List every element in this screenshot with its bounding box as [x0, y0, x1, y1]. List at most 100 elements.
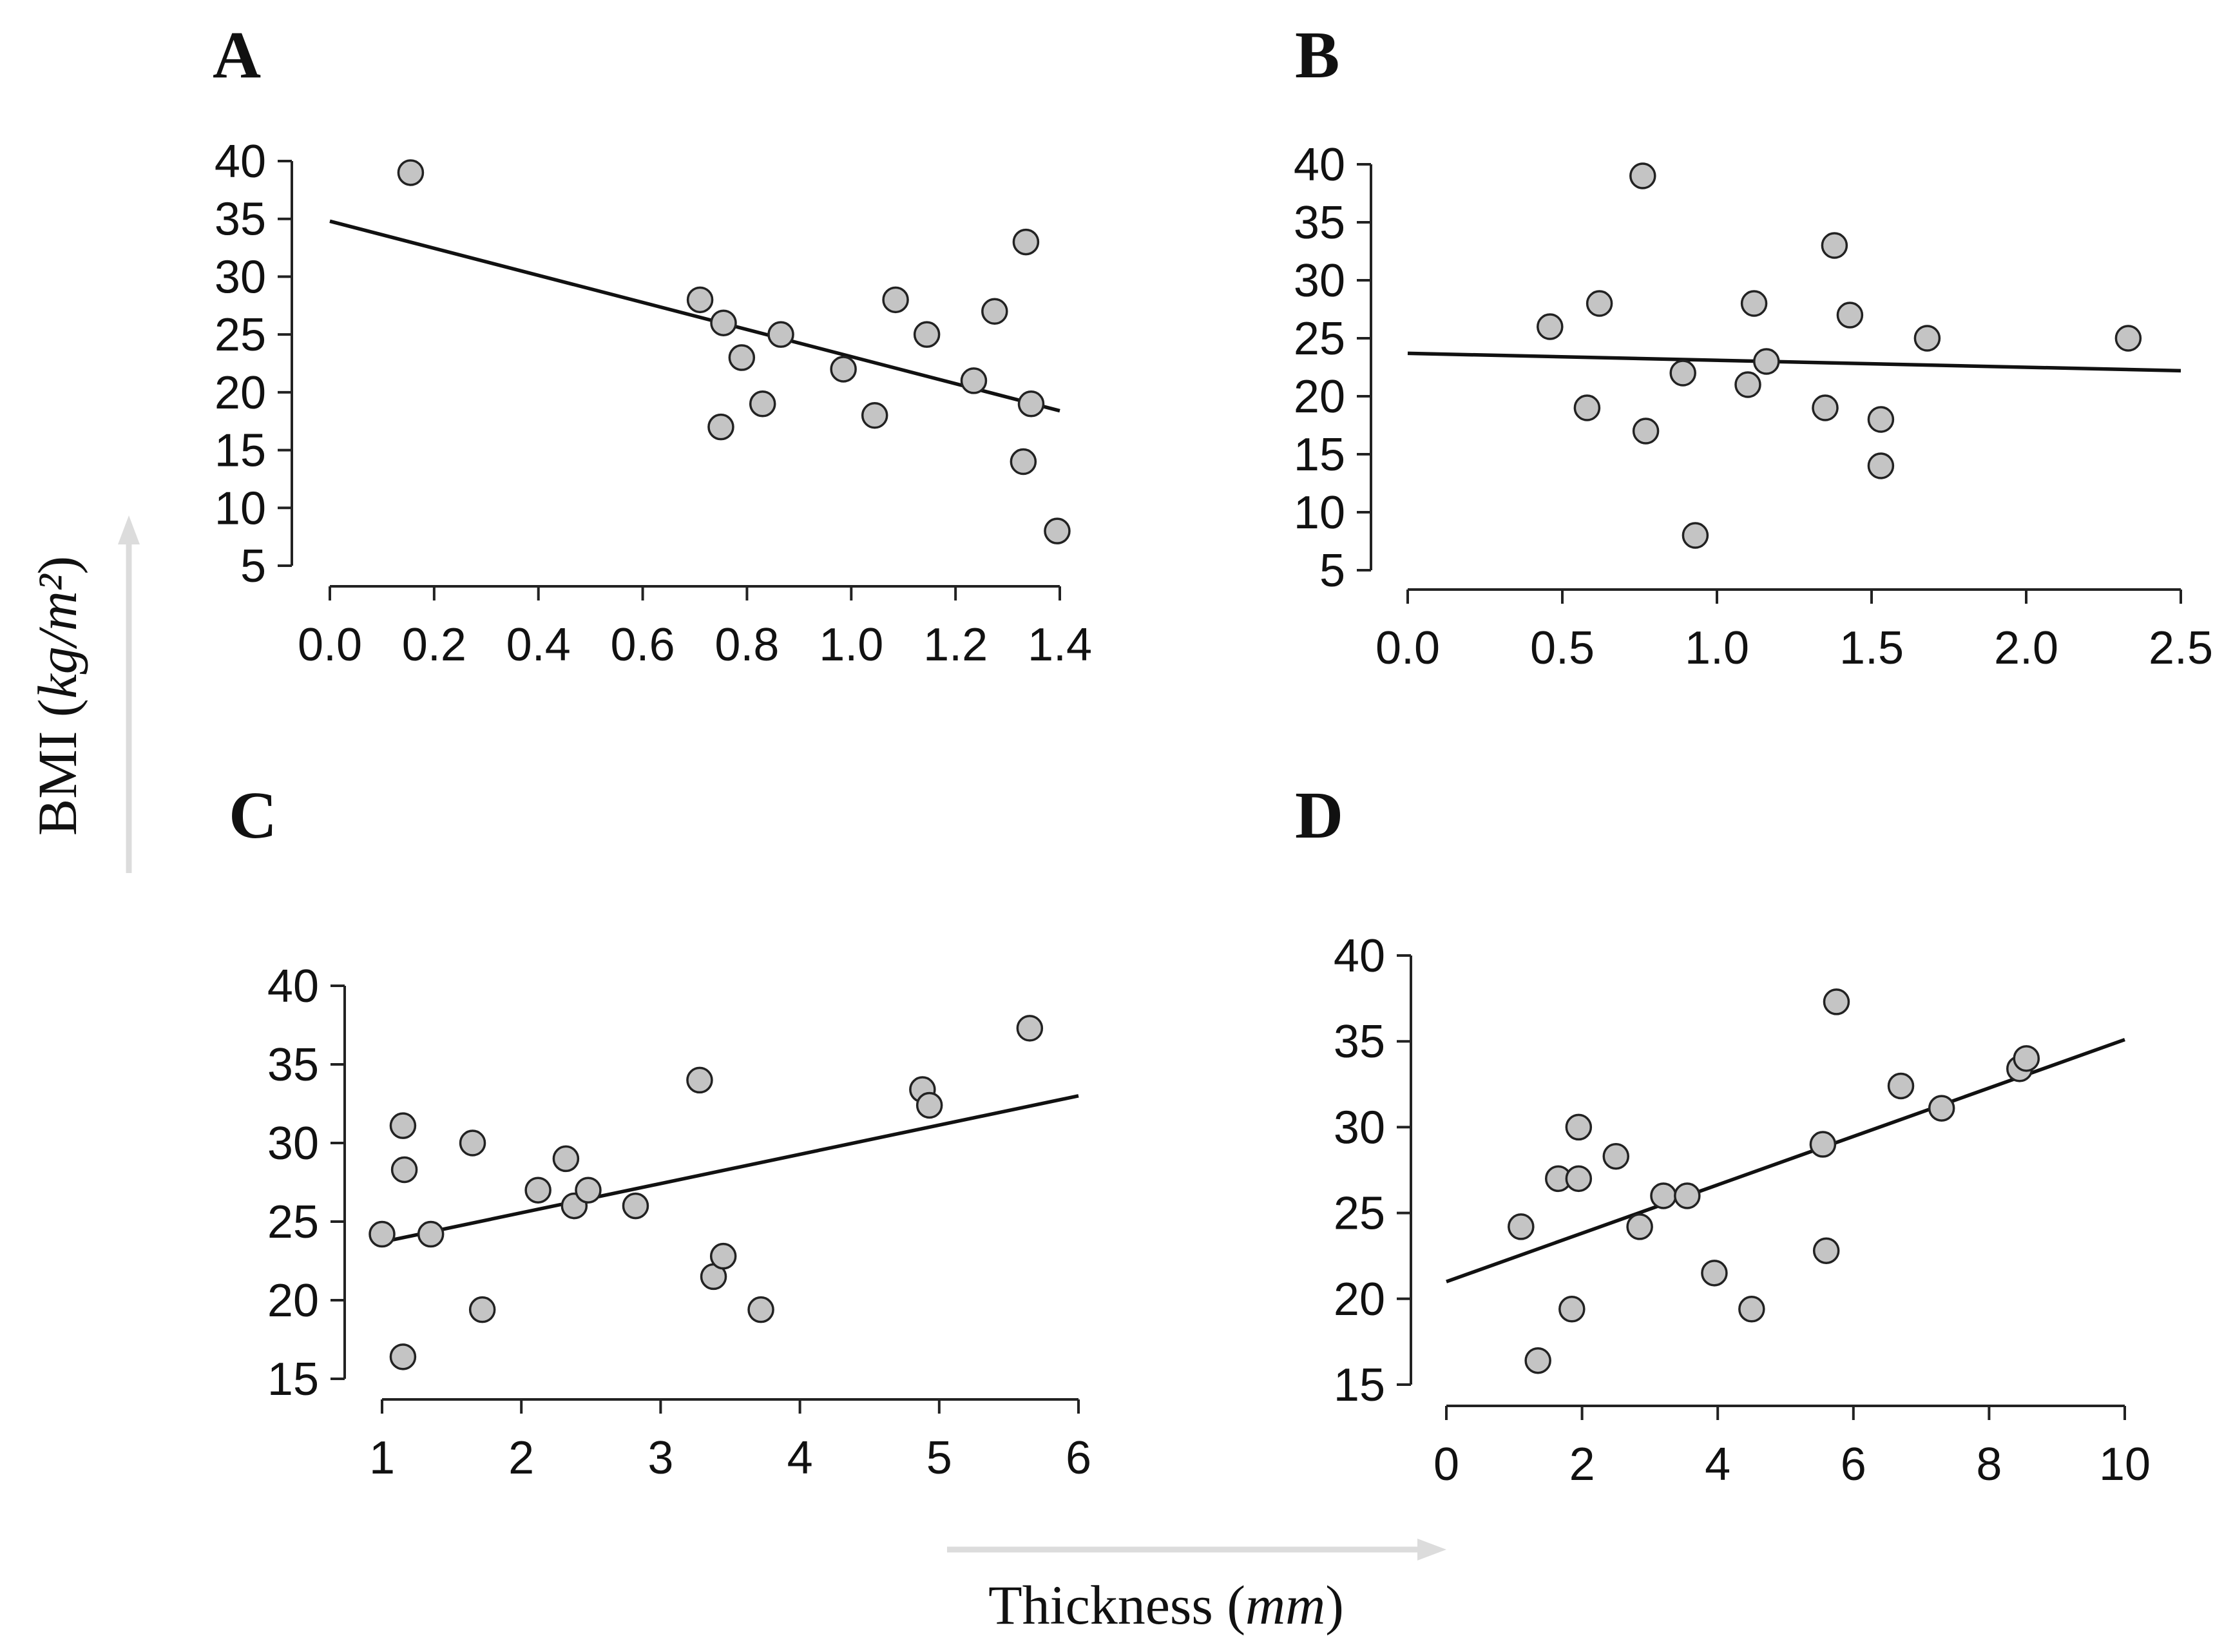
data-point: [389, 1343, 417, 1370]
data-point: [397, 159, 425, 186]
panel-letter: D: [1295, 778, 1343, 852]
data-point: [575, 1177, 602, 1204]
panel-letter: A: [213, 18, 261, 92]
x-tick-label: 8: [1976, 1439, 2002, 1490]
data-point: [767, 321, 794, 348]
data-point: [830, 356, 857, 383]
y-tick-label: 15: [1334, 1359, 1385, 1411]
data-point: [1734, 371, 1761, 398]
data-point: [524, 1177, 551, 1204]
y-tick-label: 35: [1334, 1016, 1385, 1068]
y-tick-label: 30: [1334, 1102, 1385, 1153]
x-tick-label: 1.0: [1685, 622, 1749, 674]
x-tick-label: 1.4: [1028, 619, 1092, 671]
data-point: [1821, 232, 1848, 259]
data-point: [552, 1145, 580, 1173]
data-point: [459, 1129, 486, 1157]
x-axis-label-unit: mm: [1245, 1574, 1325, 1636]
data-point: [2013, 1045, 2040, 1072]
data-point: [1602, 1142, 1629, 1170]
y-tick-label: 20: [1294, 371, 1345, 423]
x-tick-label: 5: [926, 1432, 952, 1484]
data-point: [728, 344, 756, 371]
data-point: [389, 1112, 417, 1139]
data-point: [390, 1156, 418, 1184]
x-tick-label: 4: [1705, 1439, 1730, 1490]
x-tick-label: 0.5: [1530, 622, 1595, 674]
data-point: [417, 1220, 445, 1248]
x-tick-label: 2: [508, 1432, 534, 1484]
y-tick-label: 35: [1294, 197, 1345, 249]
data-point: [1629, 162, 1656, 189]
x-tick-label: 2.0: [1994, 622, 2058, 674]
y-tick-label: 15: [267, 1354, 319, 1405]
panel-letter: C: [229, 778, 277, 852]
y-tick-label: 35: [267, 1039, 319, 1091]
x-axis-label-close: ): [1325, 1574, 1344, 1636]
data-point: [960, 367, 988, 394]
y-tick-label: 25: [1334, 1188, 1385, 1240]
y-axis-arrowhead: [118, 515, 140, 544]
x-tick-label: 2.5: [2149, 622, 2213, 674]
y-tick-label: 25: [267, 1196, 319, 1248]
x-tick-label: 0.0: [298, 619, 362, 671]
data-point: [1573, 394, 1601, 421]
y-tick-label: 10: [1294, 487, 1345, 539]
data-point: [1565, 1113, 1593, 1141]
y-axis-label-close: ): [26, 556, 88, 575]
y-tick-label: 40: [1294, 139, 1345, 191]
y-axis-label-main: BMI (: [26, 699, 88, 836]
data-point: [1867, 452, 1895, 479]
x-tick-label: 6: [1066, 1432, 1091, 1484]
data-point: [686, 286, 714, 314]
data-point: [882, 286, 909, 314]
data-point: [1913, 325, 1941, 352]
y-axis-label-unit: kg/m²: [26, 573, 88, 698]
data-point: [1669, 360, 1696, 387]
data-point: [1812, 394, 1839, 421]
data-point: [1740, 290, 1768, 317]
data-point: [1738, 1296, 1765, 1323]
x-tick-label: 0.4: [506, 619, 571, 671]
regression-line: [381, 1094, 1079, 1244]
x-tick-label: 1.5: [1839, 622, 1904, 674]
data-point: [747, 1296, 774, 1323]
y-tick-label: 5: [240, 541, 266, 592]
data-point: [1753, 348, 1780, 375]
panel-a: A 5 10 15 20 25 30 35 40 0.0 0.2 0.4 0.6 0.8 1.0 1.2 1.4: [213, 18, 1092, 671]
data-point: [1887, 1072, 1915, 1100]
data-point: [1812, 1237, 1840, 1264]
x-axis-label: Thickness (mm): [988, 1574, 1344, 1636]
data-point: [913, 321, 941, 348]
y-tick-label: 35: [215, 194, 266, 245]
x-tick-label: 1: [369, 1432, 395, 1484]
y-tick-label: 30: [215, 251, 266, 303]
data-point: [1928, 1095, 1955, 1122]
y-tick-label: 40: [1334, 930, 1385, 982]
data-point: [1836, 302, 1864, 329]
regression-line: [1407, 351, 2181, 373]
data-point: [981, 298, 1008, 325]
data-point: [369, 1220, 396, 1248]
data-point: [861, 401, 888, 429]
data-point: [1017, 390, 1045, 418]
y-tick-label: 25: [1294, 313, 1345, 365]
y-tick-label: 30: [1294, 255, 1345, 307]
x-tick-label: 0.8: [714, 619, 779, 671]
data-point: [1565, 1165, 1593, 1193]
panel-d: D 15 20 25 30 35 40 0 2 4 6 8 10: [1295, 778, 2151, 1490]
x-tick-label: 3: [647, 1432, 673, 1484]
regression-line: [1446, 1037, 2125, 1283]
y-tick-label: 5: [1319, 545, 1345, 597]
y-tick-label: 40: [215, 136, 266, 187]
data-point: [1809, 1131, 1837, 1158]
data-point: [1632, 418, 1660, 445]
x-tick-label: 10: [2099, 1439, 2151, 1490]
data-point: [1508, 1213, 1535, 1240]
panel-b: B 5 10 15 20 25 30 35 40 0.0 0.5 1.0 1.5 2.0 2.5: [1294, 18, 2213, 674]
data-point: [707, 413, 734, 441]
data-point: [709, 1242, 737, 1270]
x-tick-label: 0: [1433, 1439, 1459, 1490]
data-point: [622, 1192, 649, 1220]
y-tick-label: 30: [267, 1118, 319, 1169]
